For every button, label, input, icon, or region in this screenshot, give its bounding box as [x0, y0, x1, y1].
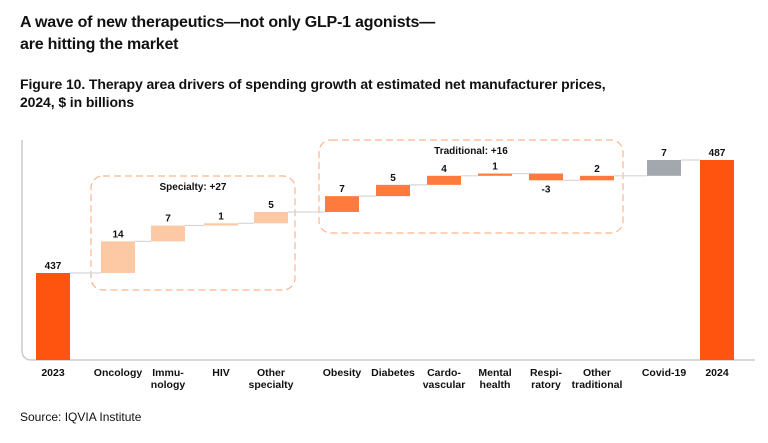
bar-oncology: [101, 241, 135, 273]
bar-respiratory: [529, 173, 563, 181]
category-label: ratory: [531, 379, 561, 391]
bar-hiv: [204, 223, 238, 226]
group-box: [90, 175, 296, 291]
category-label: Mental: [478, 367, 511, 379]
category-label: Diabetes: [371, 367, 415, 379]
figure-title-line-1: Figure 10. Therapy area drivers of spend…: [20, 76, 606, 92]
bar-covid19: [647, 159, 681, 176]
data-label: 437: [45, 261, 62, 272]
category-label: traditional: [572, 379, 623, 391]
headline-line-1: A wave of new therapeutics—not only GLP-…: [20, 14, 436, 31]
axis-line: [21, 140, 755, 361]
group-box: [318, 139, 624, 234]
data-label: 2: [594, 164, 600, 175]
data-label: 1: [218, 211, 224, 222]
data-label: 1: [492, 162, 498, 173]
source-note: Source: IQVIA Institute: [20, 410, 142, 424]
bar-diabetes: [376, 184, 410, 197]
category-label: Obesity: [323, 367, 362, 379]
data-label: 7: [165, 214, 171, 225]
data-label: 7: [339, 184, 345, 195]
data-label: -3: [542, 184, 551, 195]
bar-obesity: [325, 196, 359, 212]
group-label: Traditional: +16: [434, 146, 508, 157]
data-label: 5: [268, 200, 274, 211]
data-label: 4: [441, 164, 447, 175]
category-label: Other: [257, 367, 285, 379]
category-label: specialty: [249, 379, 294, 391]
category-label: Covid-19: [642, 367, 687, 379]
bar-cardovascular: [427, 175, 461, 185]
group-label: Specialty: +27: [160, 182, 227, 193]
bar-2024: [700, 159, 734, 360]
category-label: Cardo-: [427, 367, 461, 379]
bar-mentalhealth: [478, 173, 512, 176]
category-label: Respi-: [530, 367, 563, 379]
headline: A wave of new therapeutics—not only GLP-…: [20, 12, 435, 56]
category-label: HIV: [212, 367, 230, 379]
data-label: 487: [709, 148, 726, 159]
category-label: 2023: [41, 367, 65, 379]
data-label: 5: [390, 173, 396, 184]
category-label: vascular: [423, 379, 466, 391]
bar-2023: [36, 272, 70, 360]
category-label: 2024: [705, 367, 729, 379]
bar-otherspecialty: [254, 211, 288, 224]
bar-immunology: [151, 225, 185, 242]
headline-line-2: are hitting the market: [20, 36, 179, 53]
category-label: Oncology: [94, 367, 143, 379]
category-label: health: [480, 379, 511, 391]
figure-title-line-2: 2024, $ in billions: [20, 94, 135, 110]
category-label: nology: [151, 379, 186, 391]
data-label: 14: [112, 229, 124, 240]
figure-title: Figure 10. Therapy area drivers of spend…: [20, 75, 606, 111]
bar-othertraditional: [580, 175, 614, 181]
category-label: Immu-: [152, 367, 184, 379]
category-label: Other: [583, 367, 611, 379]
data-label: 7: [661, 148, 667, 159]
